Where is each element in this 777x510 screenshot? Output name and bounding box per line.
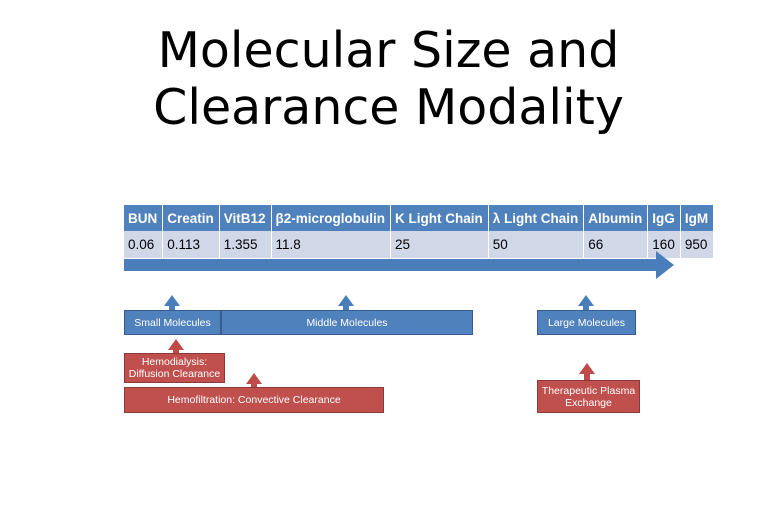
size-axis-arrow-shaft: [124, 259, 657, 271]
value-albumin: 66: [583, 231, 649, 258]
title-line-1: Molecular Size and: [157, 22, 620, 79]
hemodialysis-arrow-icon: [168, 339, 184, 350]
header-vitb12: VitB12: [219, 205, 272, 231]
header-igg: IgG: [647, 205, 681, 231]
plasma-exchange-arrow-icon: [579, 363, 595, 374]
small-molecules-box: Small Molecules: [124, 310, 221, 335]
hemodialysis-label-line-1: Hemodialysis:: [141, 356, 208, 368]
header-igm: IgM: [680, 205, 714, 231]
hemofiltration-arrow-stem: [251, 383, 257, 388]
hemofiltration-label: Hemofiltration: Convective Clearance: [167, 394, 341, 406]
hemofiltration-box: Hemofiltration: Convective Clearance: [124, 387, 384, 413]
hemodialysis-arrow-stem: [173, 349, 179, 354]
plasma-exchange-box: Therapeutic Plasma Exchange: [537, 380, 640, 413]
value-igm: 950: [680, 231, 714, 258]
header-bun: BUN: [124, 205, 164, 231]
large-molecules-arrow-stem: [583, 305, 589, 311]
value-lambda-light-chain: 50: [488, 231, 585, 258]
value-creatin: 0.113: [162, 231, 220, 258]
hemofiltration-arrow-icon: [246, 373, 262, 384]
header-creatin: Creatin: [162, 205, 220, 231]
middle-molecules-arrow-stem: [343, 305, 349, 311]
large-molecules-box: Large Molecules: [537, 310, 636, 335]
large-molecules-label: Large Molecules: [547, 316, 626, 329]
value-k-light-chain: 25: [390, 231, 489, 258]
plasma-exchange-label-line-1: Therapeutic Plasma: [541, 384, 636, 397]
header-albumin: Albumin: [583, 205, 649, 231]
hemodialysis-box: Hemodialysis: Diffusion Clearance: [124, 353, 225, 383]
slide-title: Molecular Size and Clearance Modality: [0, 22, 777, 136]
plasma-exchange-label-line-2: Exchange: [565, 396, 612, 409]
large-molecules-arrow-icon: [578, 295, 594, 306]
middle-molecules-arrow-icon: [338, 295, 354, 306]
table-value-row: 0.06 0.113 1.355 11.8 25 50 66 160 950: [124, 231, 714, 258]
molecular-weight-table: BUN Creatin VitB12 β2-microglobulin K Li…: [124, 205, 714, 258]
header-k-light-chain: K Light Chain: [390, 205, 489, 231]
small-molecules-arrow-stem: [169, 305, 175, 311]
table-header-row: BUN Creatin VitB12 β2-microglobulin K Li…: [124, 205, 714, 231]
middle-molecules-box: Middle Molecules: [221, 310, 473, 335]
plasma-exchange-arrow-stem: [584, 373, 590, 381]
value-bun: 0.06: [124, 231, 164, 258]
header-lambda-light-chain: λ Light Chain: [488, 205, 585, 231]
middle-molecules-label: Middle Molecules: [306, 316, 388, 329]
header-b2-microglobulin: β2-microglobulin: [271, 205, 392, 231]
title-line-2: Clearance Modality: [153, 79, 624, 136]
hemodialysis-label-line-2: Diffusion Clearance: [128, 368, 221, 380]
value-vitb12: 1.355: [219, 231, 272, 258]
size-axis-arrow-head: [656, 251, 674, 279]
value-b2-microglobulin: 11.8: [271, 231, 392, 258]
small-molecules-arrow-icon: [164, 295, 180, 306]
small-molecules-label: Small Molecules: [134, 316, 211, 329]
